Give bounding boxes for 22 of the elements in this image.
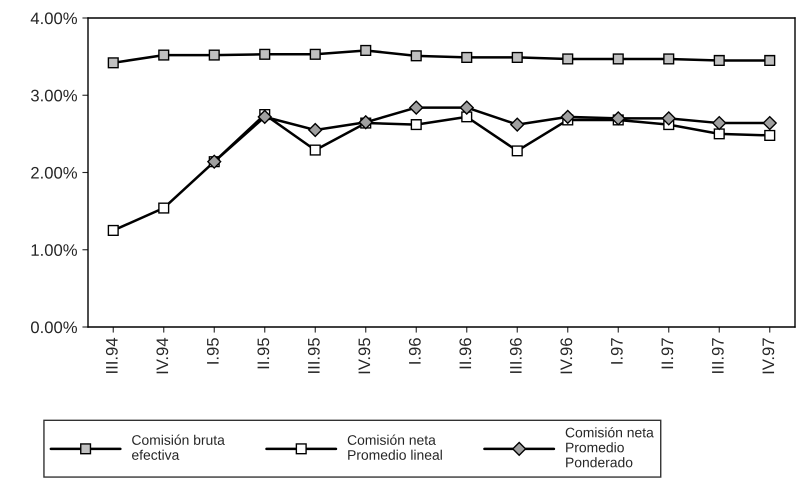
y-tick-label: 1.00% xyxy=(32,244,77,256)
legend-label: Comisión neta Promedio Ponderado xyxy=(566,427,654,468)
x-tick-label: I.96 xyxy=(408,338,421,364)
x-tick-label: IV.97 xyxy=(762,338,774,374)
y-tick-label: 2.00% xyxy=(31,166,77,179)
legend-label: Comisión neta Promedio lineal xyxy=(348,434,442,460)
x-tick-label: II.95 xyxy=(257,338,270,368)
x-tick-label: IV.94 xyxy=(156,338,168,374)
x-tick-label: III.97 xyxy=(712,338,724,373)
y-tick-label: 0.00% xyxy=(30,321,77,334)
x-tick-label: I.95 xyxy=(206,338,219,364)
x-tick-label: IV.95 xyxy=(358,338,370,374)
x-tick-label: III.94 xyxy=(106,338,118,373)
x-tick-label: III.95 xyxy=(308,338,320,373)
x-tick-label: I.97 xyxy=(610,338,623,364)
y-tick-label: 4.00% xyxy=(30,12,77,24)
x-tick-label: III.96 xyxy=(510,338,522,373)
y-tick-label: 3.00% xyxy=(30,90,77,102)
x-tick-label: IV.96 xyxy=(560,338,572,374)
x-tick-label: II.97 xyxy=(661,338,674,368)
legend-label: Comisión bruta efectiva xyxy=(132,434,225,460)
x-tick-label: II.96 xyxy=(459,338,472,368)
